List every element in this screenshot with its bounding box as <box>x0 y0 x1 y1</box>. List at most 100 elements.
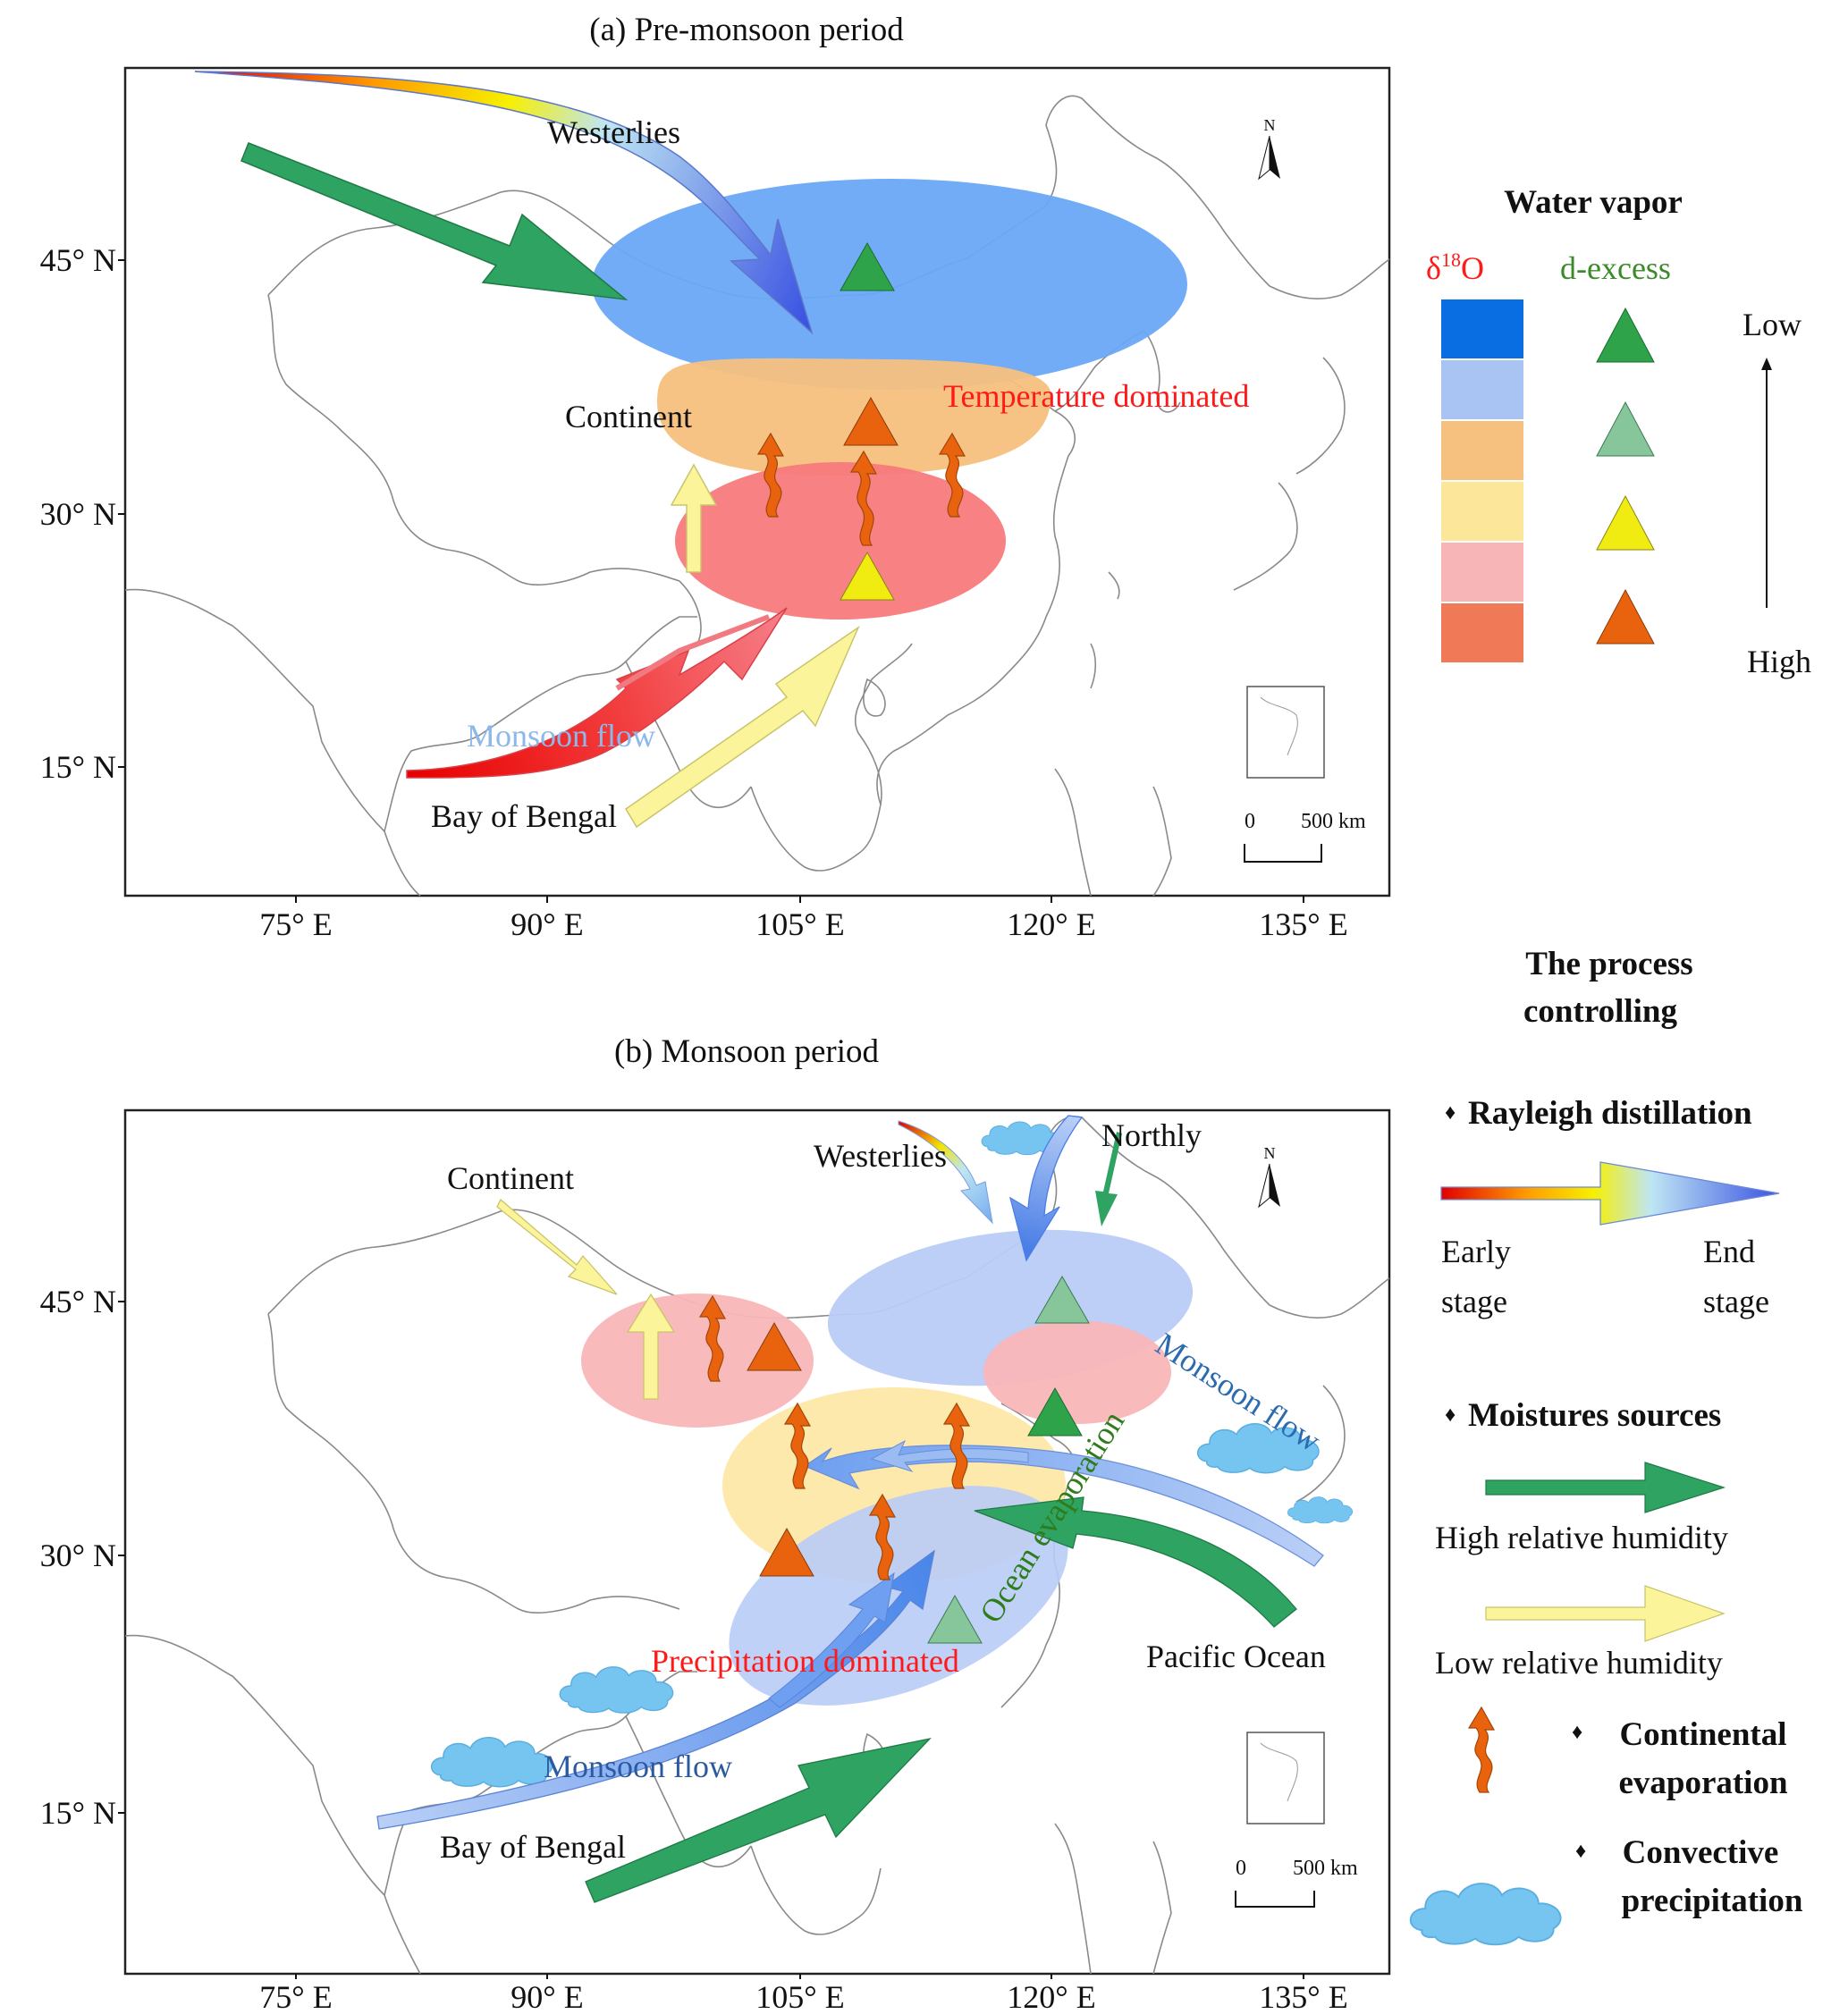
panel-b-pacific-label: Pacific Ocean <box>1146 1639 1326 1674</box>
panel-b-dexcess-triangle-ne <box>1034 1275 1090 1324</box>
svg-text:135° E: 135° E <box>1259 906 1347 942</box>
legend-swatch-6 <box>1441 603 1523 662</box>
legend-process-title-2: controlling <box>1523 993 1677 1030</box>
legend-conv-precip-label-2: precipitation <box>1622 1883 1803 1919</box>
svg-text:500 km: 500 km <box>1293 1857 1358 1880</box>
svg-text:120° E: 120° E <box>1007 906 1095 942</box>
panel-a-monsoon-flow-label: Monsoon flow <box>467 718 655 754</box>
svg-text:0: 0 <box>1236 1857 1246 1880</box>
svg-text:0: 0 <box>1245 810 1255 833</box>
panel-a-bay-of-bengal-label: Bay of Bengal <box>431 798 617 834</box>
panel-a-evaporation-icons <box>756 432 966 546</box>
svg-text:15° N: 15° N <box>40 749 116 785</box>
legend-triangles <box>1596 307 1655 645</box>
legend-high-rh-label: High relative humidity <box>1435 1520 1728 1555</box>
legend-rayleigh-bullet: ♦ <box>1445 1101 1456 1125</box>
legend-moisture-label: Moistures sources <box>1468 1397 1721 1434</box>
panel-b-north-arrow-icon: N <box>1258 1144 1280 1209</box>
svg-text:15° N: 15° N <box>40 1795 116 1831</box>
panel-b-east-monsoon-flow-arrow-2 <box>870 1439 1029 1472</box>
panel-b-bay-of-bengal-label: Bay of Bengal <box>440 1829 626 1865</box>
panel-a-temperature-label: Temperature dominated <box>943 378 1249 414</box>
legend-swatch-3 <box>1441 421 1523 480</box>
panel-a-monsoon-flow-arrow <box>406 607 788 779</box>
panel-b-northly-label: Northly <box>1101 1117 1202 1153</box>
panel-b-lightblue-vapor-zone-south <box>729 1486 1068 1706</box>
legend-swatches <box>1441 299 1523 662</box>
panel-a-inset-map <box>1246 686 1325 779</box>
panel-b-dexcess-triangle-south <box>759 1527 814 1577</box>
panel-b-inset-map <box>1246 1732 1325 1824</box>
svg-text:120° E: 120° E <box>1007 1979 1095 2014</box>
legend-moisture-bullet: ♦ <box>1445 1403 1456 1427</box>
panel-b-continental-updraft-arrow <box>626 1293 676 1400</box>
legend-dexcess-label: d-excess <box>1560 250 1671 286</box>
panel-b-ocean-evaporation-arrow <box>974 1496 1297 1628</box>
panel-a-dexcess-triangle-mid <box>840 551 895 601</box>
legend-cont-evap-label-2: evaporation <box>1618 1765 1788 1801</box>
legend-early-label: Early <box>1441 1234 1511 1269</box>
svg-text:30° N: 30° N <box>40 496 116 532</box>
legend-process-title-1: The process <box>1525 946 1692 982</box>
legend-low-label: Low <box>1743 307 1802 342</box>
panel-b-continent-inflow-arrow <box>496 1198 618 1295</box>
legend-triangle-1 <box>1596 307 1655 363</box>
panel-b-precipitation-label: Precipitation dominated <box>651 1643 959 1679</box>
panel-a-continent-label: Continent <box>565 399 692 434</box>
panel-b-scale-bar: 0 500 km <box>1235 1857 1358 1908</box>
panel-a-lon-axis: 75° E 90° E 105° E 120° E 135° E <box>259 896 1348 942</box>
svg-text:30° N: 30° N <box>40 1538 116 1573</box>
svg-text:105° E: 105° E <box>755 1979 844 2014</box>
panel-b-dexcess-triangle-west <box>747 1321 802 1371</box>
panel-b-continent-label: Continent <box>447 1160 574 1196</box>
legend-cont-evap-label-1: Continental <box>1619 1716 1786 1753</box>
panel-b-east-monsoon-flow-arrow <box>803 1445 1324 1567</box>
legend-end-label: End <box>1703 1234 1755 1269</box>
panel-a-westerlies-label: Westerlies <box>547 114 680 150</box>
panel-a-westerly-moisture-arrow <box>240 142 629 301</box>
legend-high-rh-arrow <box>1485 1462 1726 1513</box>
panel-b-dexcess-triangle-east <box>1027 1386 1083 1437</box>
svg-text:N: N <box>1264 1144 1276 1162</box>
panel-b-northly-moisture-arrow <box>1095 1132 1122 1226</box>
panel-b-westerlies-label: Westerlies <box>814 1138 947 1174</box>
panel-a-red-vapor-zone <box>675 462 1006 619</box>
panel-a-continental-updraft-arrow <box>670 463 718 573</box>
panel-a-bay-of-bengal-arrow <box>624 625 860 829</box>
panel-a-dexcess-triangle-high <box>843 396 899 446</box>
panel-a-monsoon-flow-arrow-2 <box>615 614 771 691</box>
panel-b-southwest-monsoon-flow-arrow-2 <box>768 1572 895 1708</box>
svg-text:45° N: 45° N <box>40 242 116 278</box>
panel-b-monsoon-flow-sw-label: Monsoon flow <box>544 1749 732 1784</box>
panel-a-north-arrow-icon: N <box>1258 116 1280 181</box>
panel-b-lon-axis: 75° E 90° E 105° E 120° E 135° E <box>259 1974 1348 2014</box>
legend-cloud-icon <box>1409 1883 1562 1946</box>
legend-high-label: High <box>1747 644 1811 679</box>
legend-end-stage-label: stage <box>1703 1284 1769 1319</box>
legend-swatch-4 <box>1441 482 1523 541</box>
panel-a-orange-vapor-band <box>657 358 1051 476</box>
svg-text:500 km: 500 km <box>1301 810 1366 833</box>
legend-cont-evap-bullet: ♦ <box>1572 1721 1582 1744</box>
legend-d18o-label: δ18O <box>1426 249 1484 286</box>
panel-b-westerlies-rayleigh-arrow <box>898 1120 993 1225</box>
legend-continental-evaporation-icon <box>1467 1706 1496 1793</box>
legend-triangle-4 <box>1596 588 1655 645</box>
svg-text:105° E: 105° E <box>755 906 844 942</box>
legend-early-stage-label: stage <box>1441 1284 1507 1319</box>
legend-low-rh-label: Low relative humidity <box>1435 1645 1723 1681</box>
legend-rayleigh-arrow <box>1440 1161 1780 1226</box>
svg-text:75° E: 75° E <box>259 906 332 942</box>
panel-b-southwest-monsoon-flow-arrow <box>376 1549 935 1830</box>
panel-a-title: (a) Pre-monsoon period <box>589 12 904 48</box>
svg-text:135° E: 135° E <box>1259 1979 1347 2014</box>
legend-water-vapor-title: Water vapor <box>1504 184 1683 221</box>
panel-a-westerlies-rayleigh-arrow <box>194 71 814 335</box>
legend-triangle-2 <box>1596 400 1655 457</box>
panel-b-evaporation-icons <box>698 1294 971 1580</box>
legend-triangle-3 <box>1596 494 1655 551</box>
panel-b-title: (b) Monsoon period <box>614 1033 879 1070</box>
legend-swatch-5 <box>1441 543 1523 602</box>
legend-swatch-1 <box>1441 299 1523 358</box>
svg-text:N: N <box>1264 116 1276 134</box>
